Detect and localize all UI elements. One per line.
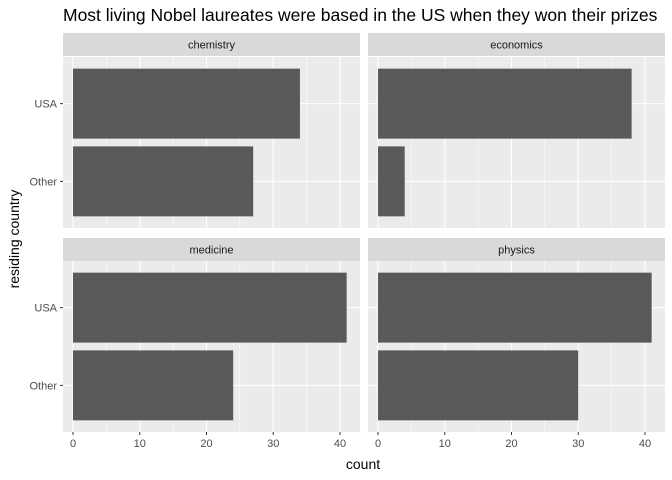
- bar-usa: [73, 68, 300, 139]
- y-tick-label: USA: [34, 303, 57, 315]
- bar-usa: [73, 272, 347, 343]
- bar-usa: [378, 68, 632, 139]
- strip-label: medicine: [189, 245, 233, 257]
- facet-physics: physics 0 10 20 30 40: [368, 238, 665, 450]
- x-tick-label: 30: [572, 438, 584, 450]
- y-tick-label: USA: [34, 99, 57, 111]
- bar-other: [378, 146, 405, 217]
- x-tick-label: 20: [200, 438, 212, 450]
- facet-economics: economics: [368, 33, 665, 228]
- strip-background: [63, 238, 360, 261]
- y-tick-label: Other: [29, 380, 57, 392]
- x-tick-label: 30: [267, 438, 279, 450]
- x-tick-label: 40: [639, 438, 651, 450]
- bar-other: [73, 350, 234, 421]
- y-axis-title: residing country: [6, 190, 22, 289]
- x-tick-label: 10: [439, 438, 451, 450]
- y-tick-label: Other: [29, 176, 57, 188]
- facet-medicine: medicine USA Other 0 10 20 30 40: [29, 238, 360, 450]
- strip-background: [63, 33, 360, 56]
- strip-label: chemistry: [188, 40, 236, 52]
- x-tick-label: 20: [505, 438, 517, 450]
- bar-other: [73, 146, 254, 217]
- x-tick-label: 0: [375, 438, 381, 450]
- bar-usa: [378, 272, 652, 343]
- x-tick-label: 0: [70, 438, 76, 450]
- facet-chemistry: chemistry USA Other: [29, 33, 360, 228]
- strip-label: physics: [498, 245, 535, 257]
- facet-panels: chemistry USA Other economics medicine USA Oth…: [29, 33, 665, 450]
- strip-background: [368, 33, 665, 56]
- strip-background: [368, 238, 665, 261]
- bar-other: [378, 350, 579, 421]
- x-tick-label: 10: [134, 438, 146, 450]
- chart-title: Most living Nobel laureates were based i…: [63, 5, 658, 25]
- x-tick-label: 40: [334, 438, 346, 450]
- strip-label: economics: [490, 40, 543, 52]
- x-axis-title: count: [346, 456, 380, 472]
